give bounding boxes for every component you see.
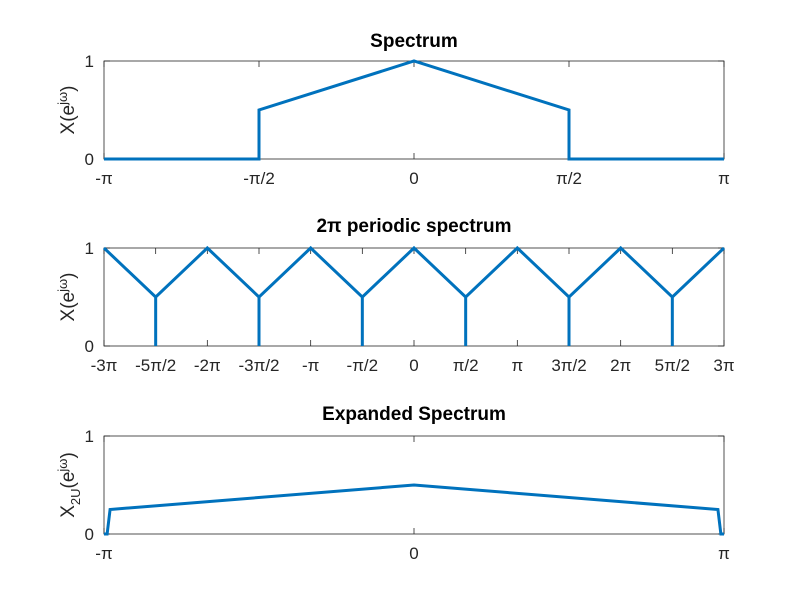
- x-tick-label: π/2: [453, 356, 479, 375]
- x-tick-label: -π: [95, 544, 112, 563]
- subplot-title: Spectrum: [370, 31, 458, 52]
- y-tick-label: 0: [85, 525, 94, 544]
- subplot-spectrum: Spectrum 0 1 -π -π/2 0 π/2 π X(ejω): [55, 31, 730, 188]
- x-ticks: -π -π/2 0 π/2 π: [95, 61, 730, 188]
- x-tick-label: -2π: [194, 356, 221, 375]
- x-tick-label: 2π: [610, 356, 631, 375]
- y-axis-label: X(ejω): [55, 273, 79, 322]
- x-tick-label: -π/2: [243, 169, 275, 188]
- x-tick-label: π: [718, 544, 730, 563]
- series-line: [102, 245, 726, 346]
- x-tick-label: 3π/2: [551, 356, 586, 375]
- subplot-periodic-spectrum: 2π periodic spectrum 0 1 -3π -5π/2 -2π -3π/2…: [55, 216, 735, 375]
- x-tick-label: -π: [95, 169, 112, 188]
- y-axis-label: X(ejω): [55, 86, 79, 135]
- subplot-title: Expanded Spectrum: [322, 404, 506, 425]
- x-tick-label: -π: [302, 356, 319, 375]
- y-axis-label: X2U(ejω): [55, 452, 83, 518]
- y-tick-label: 1: [85, 52, 94, 71]
- plot-area: [104, 483, 724, 536]
- x-tick-label: 0: [409, 169, 418, 188]
- x-tick-label: π: [511, 356, 523, 375]
- y-tick-label: 0: [85, 150, 94, 169]
- x-tick-label: 5π/2: [655, 356, 690, 375]
- x-ticks: -3π -5π/2 -2π -3π/2 -π -π/2 0 π/2 π 3π/2 2π 5π/2 3π: [91, 248, 735, 375]
- axes-box: [103, 247, 725, 347]
- y-tick-label: 1: [85, 427, 94, 446]
- plot-area: [104, 59, 724, 161]
- x-tick-label: π: [718, 169, 730, 188]
- plot-area: [102, 245, 726, 346]
- x-tick-label: 3π: [713, 356, 734, 375]
- y-tick-label: 1: [85, 239, 94, 258]
- x-tick-label: -5π/2: [135, 356, 176, 375]
- x-tick-label: -π/2: [347, 356, 379, 375]
- axes-box: [103, 60, 725, 160]
- x-tick-label: -3π/2: [238, 356, 279, 375]
- x-tick-label: -3π: [91, 356, 118, 375]
- x-tick-label: π/2: [556, 169, 582, 188]
- series-line: [104, 483, 724, 536]
- x-tick-label: 0: [409, 544, 418, 563]
- y-tick-label: 0: [85, 337, 94, 356]
- x-ticks: -π 0 π: [95, 436, 730, 563]
- series-line: [104, 59, 724, 161]
- subplot-expanded-spectrum: Expanded Spectrum 01 -π 0 π X2U(ejω): [55, 404, 730, 563]
- x-tick-label: 0: [409, 356, 418, 375]
- subplot-title: 2π periodic spectrum: [316, 216, 511, 237]
